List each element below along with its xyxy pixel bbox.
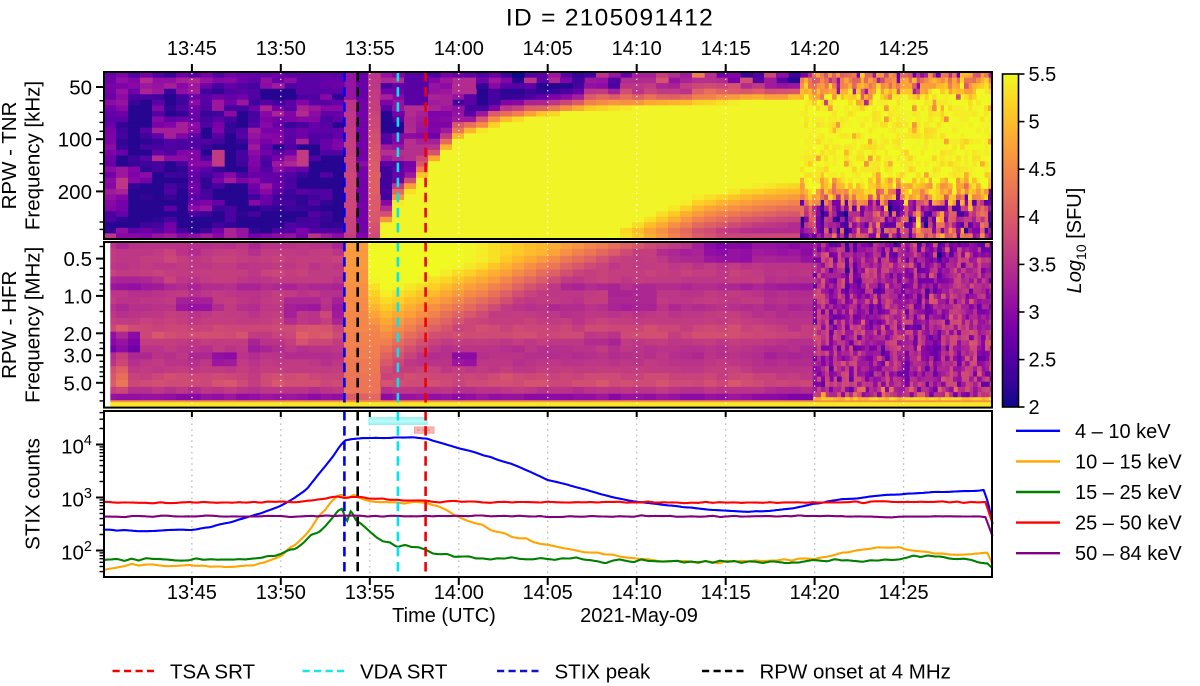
svg-text:Frequency [MHz]: Frequency [MHz] [22,247,45,403]
svg-text:5.0: 5.0 [64,372,93,395]
svg-text:5.5: 5.5 [1029,64,1057,86]
svg-text:3.0: 3.0 [64,345,93,368]
svg-text:15 – 25 keV: 15 – 25 keV [1075,482,1182,504]
svg-text:2021-May-09: 2021-May-09 [580,605,698,627]
svg-text:2.5: 2.5 [1029,350,1057,372]
svg-text:13:50: 13:50 [256,38,306,60]
svg-text:2: 2 [1029,397,1040,419]
svg-text:0.5: 0.5 [64,248,93,271]
svg-text:STIX peak: STIX peak [555,661,651,684]
svg-text:VDA SRT: VDA SRT [360,661,448,684]
svg-text:RPW - TNR: RPW - TNR [0,102,21,210]
svg-text:25 – 50 keV: 25 – 50 keV [1075,513,1182,535]
svg-text:14:15: 14:15 [701,38,751,60]
svg-text:3.5: 3.5 [1029,254,1057,276]
svg-text:Frequency [kHz]: Frequency [kHz] [22,81,45,230]
svg-text:14:15: 14:15 [701,582,751,604]
svg-text:50: 50 [69,77,92,100]
svg-text:14:05: 14:05 [523,582,573,604]
svg-text:13:45: 13:45 [167,582,217,604]
svg-text:10 – 15 keV: 10 – 15 keV [1075,451,1182,473]
svg-text:ID = 2105091412: ID = 2105091412 [506,5,714,32]
svg-text:14:00: 14:00 [434,582,484,604]
svg-text:RPW onset at 4 MHz: RPW onset at 4 MHz [760,661,951,684]
svg-text:100: 100 [58,129,92,152]
svg-text:14:00: 14:00 [434,38,484,60]
svg-text:1.0: 1.0 [64,285,93,308]
svg-text:5: 5 [1029,112,1040,134]
svg-text:14:20: 14:20 [790,38,840,60]
svg-text:50 – 84 keV: 50 – 84 keV [1075,543,1182,565]
svg-text:13:45: 13:45 [167,38,217,60]
svg-text:13:55: 13:55 [345,38,395,60]
svg-text:3: 3 [1029,302,1040,324]
svg-text:14:05: 14:05 [523,38,573,60]
svg-text:14:25: 14:25 [879,582,929,604]
svg-text:13:50: 13:50 [256,582,306,604]
svg-text:14:25: 14:25 [879,38,929,60]
svg-text:STIX counts: STIX counts [22,438,45,550]
svg-text:Time (UTC): Time (UTC) [392,605,496,627]
svg-text:14:20: 14:20 [790,582,840,604]
svg-text:Log10 [SFU]: Log10 [SFU] [1064,188,1089,294]
svg-text:2.0: 2.0 [64,323,93,346]
svg-text:4: 4 [1029,207,1040,229]
svg-text:200: 200 [58,181,92,204]
svg-text:14:10: 14:10 [612,38,662,60]
svg-text:4.5: 4.5 [1029,159,1057,181]
svg-text:RPW - HFR: RPW - HFR [0,271,21,379]
svg-text:TSA SRT: TSA SRT [170,661,256,684]
svg-text:14:10: 14:10 [612,582,662,604]
svg-text:4 – 10 keV: 4 – 10 keV [1075,421,1171,443]
svg-text:13:55: 13:55 [345,582,395,604]
